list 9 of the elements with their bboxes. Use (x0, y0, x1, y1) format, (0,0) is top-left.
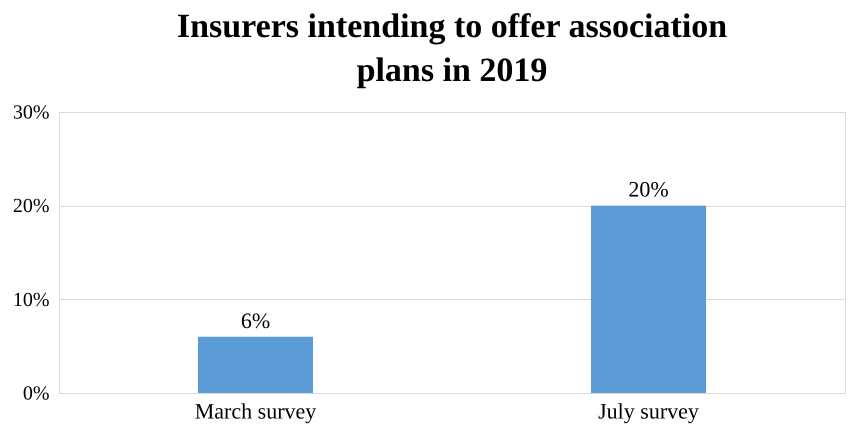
x-tick-label: March survey (194, 398, 316, 424)
chart-title: Insurers intending to offer association plans in 2019 (176, 8, 728, 89)
data-label: 6% (240, 308, 270, 333)
y-tick-label: 30% (12, 102, 50, 124)
y-tick-label: 20% (12, 195, 50, 218)
y-tick-label: 0% (22, 382, 50, 404)
y-tick-label: 10% (12, 288, 50, 311)
x-tick-label: July survey (598, 398, 699, 424)
data-label: 20% (628, 176, 669, 202)
